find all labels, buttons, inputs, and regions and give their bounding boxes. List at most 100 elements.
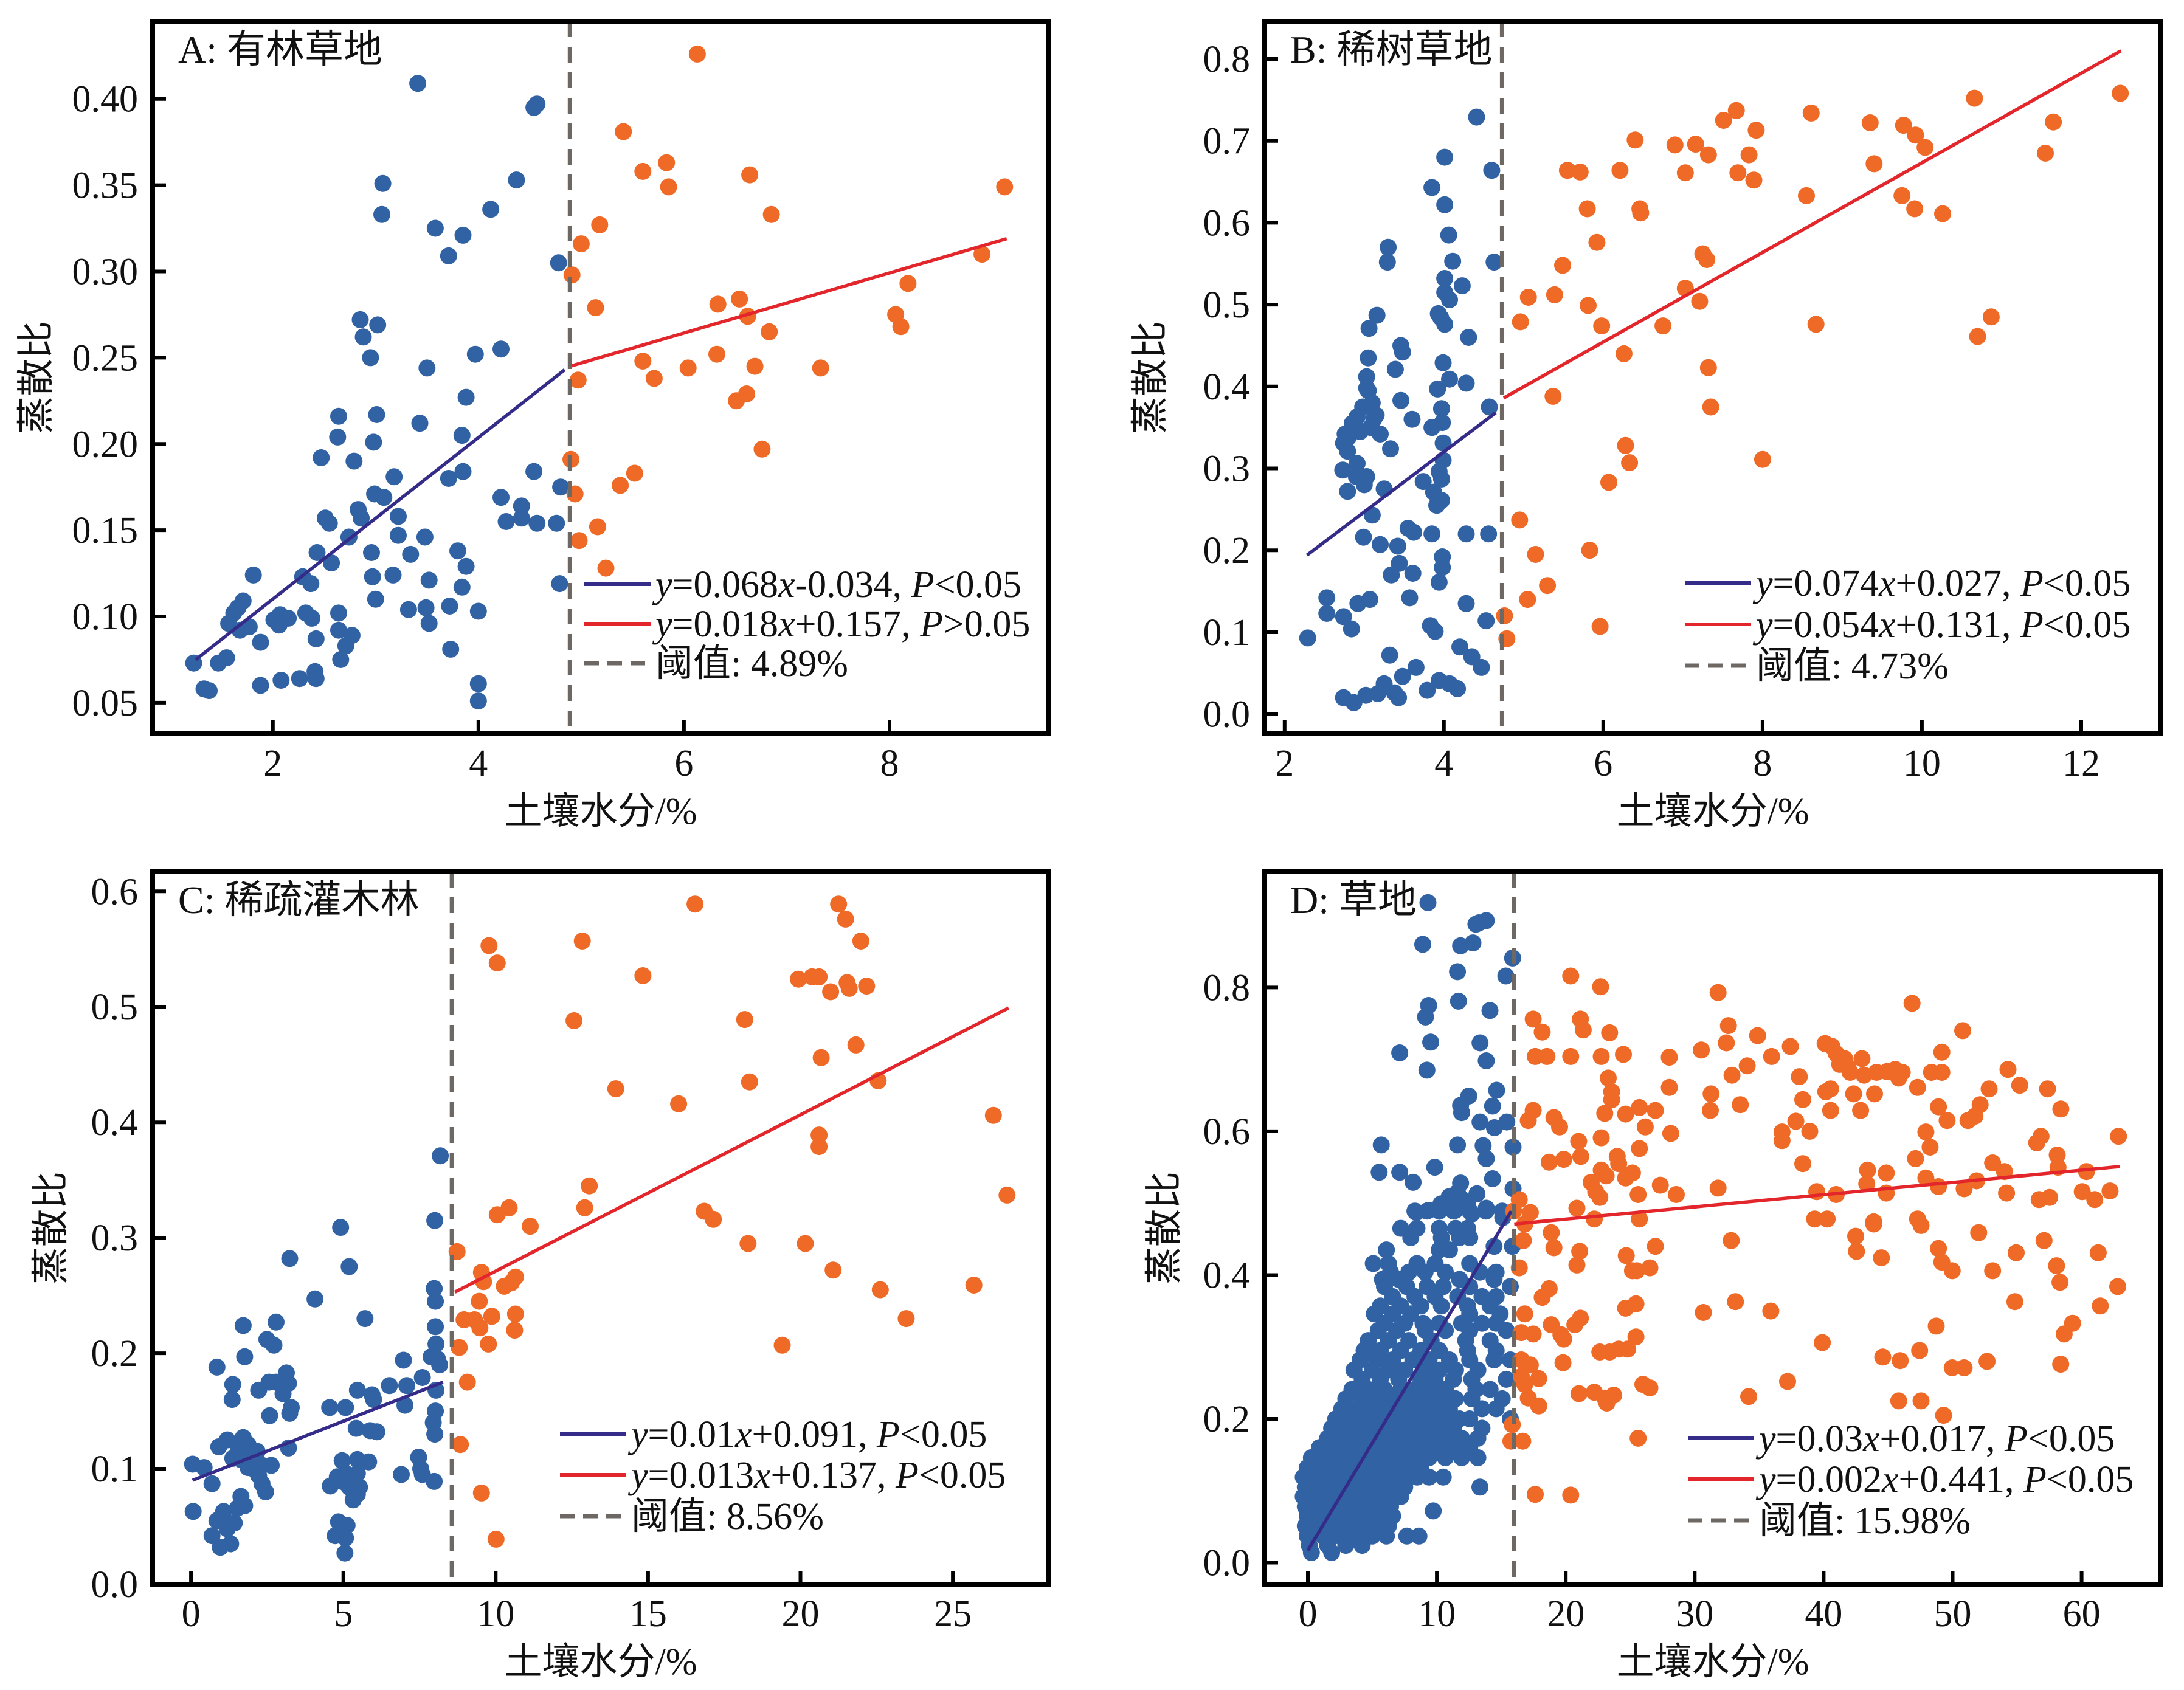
data-point-below-threshold [1485,1351,1503,1368]
legend-item-threshold: 阈值: 4.73% [1685,646,1949,687]
data-point-below-threshold [1457,525,1475,543]
data-point-below-threshold [1414,936,1431,953]
panel-a: 2 4 6 8 0.05 0.10 0.15 0.20 0.25 0.30 0.35 0.40 A: … [16,19,1051,832]
data-point-above-threshold [1530,1370,1547,1387]
data-point-below-threshold [1437,1449,1454,1466]
data-point-below-threshold [1372,536,1389,553]
data-point-above-threshold [1873,1249,1890,1267]
data-point-below-threshold [353,509,370,527]
data-point-above-threshold [2048,1147,2066,1164]
data-point-below-threshold [1485,254,1503,271]
data-point-below-threshold [1378,254,1396,271]
data-point-below-threshold [313,449,330,466]
data-point-above-threshold [634,967,652,984]
plot-area [185,21,1014,734]
data-point-below-threshold [1349,455,1366,472]
data-point-below-threshold [492,340,510,358]
legend-label: y=0.002x+0.441, P<0.05 [1755,1459,2134,1500]
data-point-below-threshold [1426,623,1444,640]
data-point-below-threshold [1498,1370,1515,1388]
y-tick-label: 0.7 [1203,121,1251,162]
data-point-above-threshold [1781,1038,1799,1055]
legend-label-italic: P [911,564,935,605]
y-tick-label: 0.6 [91,871,139,912]
x-tick-label: 4 [469,743,488,784]
data-point-below-threshold [340,1258,358,1275]
data-point-above-threshold [1719,1017,1737,1035]
data-point-above-threshold [731,290,748,308]
data-point-below-threshold [1481,398,1498,416]
data-point-below-threshold [1432,309,1450,326]
data-point-below-threshold [369,316,387,334]
legend-label: y=0.074x+0.027, P<0.05 [1752,563,2130,604]
fit-line-above-threshold [454,1006,1010,1294]
x-tick-label: 50 [1934,1593,1972,1635]
plot-frame [1262,19,2163,736]
data-point-below-threshold [1460,329,1477,346]
legend-label-italic: P [895,1455,919,1496]
data-point-below-threshold [252,677,269,694]
data-point-below-threshold [454,463,472,480]
data-point-above-threshold [1695,1304,1712,1321]
data-point-below-threshold [1440,226,1457,244]
legend-label-part: =0.013 [648,1455,754,1496]
data-point-below-threshold [1363,394,1381,412]
data-point-below-threshold [1398,1527,1415,1545]
data-point-above-threshold [670,1095,688,1112]
data-point-below-threshold [1339,429,1357,446]
data-point-above-threshold [1806,1210,1823,1228]
axis-ticks: 2 4 6 8 10 12 0.0 0.1 0.2 0.3 0.4 0.5 0.6 0.7 0.8 [1203,39,2101,784]
data-point-below-threshold [1406,1202,1424,1220]
data-point-above-threshold [996,178,1014,196]
data-point-below-threshold [1436,148,1454,166]
y-tick-label: 0.0 [91,1564,139,1606]
data-point-below-threshold [1339,483,1356,500]
y-tick-label: 0.10 [72,596,139,638]
data-point-above-threshold [822,983,840,1001]
data-point-above-threshold [1938,1112,1956,1130]
legend-item-below-threshold: y=0.068x-0.034, P<0.05 [584,564,1021,605]
data-point-below-threshold [453,427,471,444]
data-point-above-threshold [1808,1183,1825,1201]
data-point-above-threshold [1934,205,1951,222]
data-point-below-threshold [307,630,325,647]
data-point-below-threshold [552,478,570,496]
data-point-above-threshold [1729,164,1747,182]
data-point-below-threshold [1368,306,1386,324]
data-point-above-threshold [1623,1164,1641,1182]
data-point-below-threshold [212,1539,229,1556]
y-tick-label: 0.0 [1203,1543,1251,1584]
data-point-below-threshold [347,1419,365,1437]
data-point-above-threshold [1732,1096,1749,1114]
data-point-below-threshold [1353,1537,1371,1554]
data-point-above-threshold [1917,1123,1935,1141]
data-point-below-threshold [210,654,227,672]
data-point-above-threshold [1943,1359,1961,1376]
data-point-above-threshold [1592,1047,1610,1065]
data-point-above-threshold [1540,1153,1558,1171]
data-point-above-threshold [471,1292,488,1310]
legend-label-part: =0.002 [1776,1459,1882,1500]
data-point-above-threshold [1615,1046,1632,1063]
legend-label-part: <0.05 [2028,1418,2115,1460]
data-point-above-threshold [1626,131,1644,149]
y-tick-label: 0.2 [1203,530,1251,571]
data-point-above-threshold [686,895,704,913]
data-point-above-threshold [1597,1167,1615,1185]
data-point-below-threshold [1461,1410,1479,1427]
data-point-below-threshold [402,545,420,563]
data-point-above-threshold [1511,511,1529,529]
data-point-above-threshold [1574,1021,1592,1039]
data-point-above-threshold [1702,398,1719,416]
data-point-below-threshold [1441,291,1458,308]
data-point-above-threshold [1740,146,1758,164]
data-point-above-threshold [2011,1077,2028,1094]
data-point-below-threshold [1417,1008,1434,1026]
legend-label-italic: P [876,1414,900,1455]
data-point-above-threshold [1592,1129,1610,1147]
data-point-above-threshold [1807,316,1825,333]
data-point-below-threshold [1299,629,1316,647]
data-point-below-threshold [250,1381,268,1399]
data-point-above-threshold [1512,313,1529,331]
data-point-above-threshold [1568,1199,1586,1217]
